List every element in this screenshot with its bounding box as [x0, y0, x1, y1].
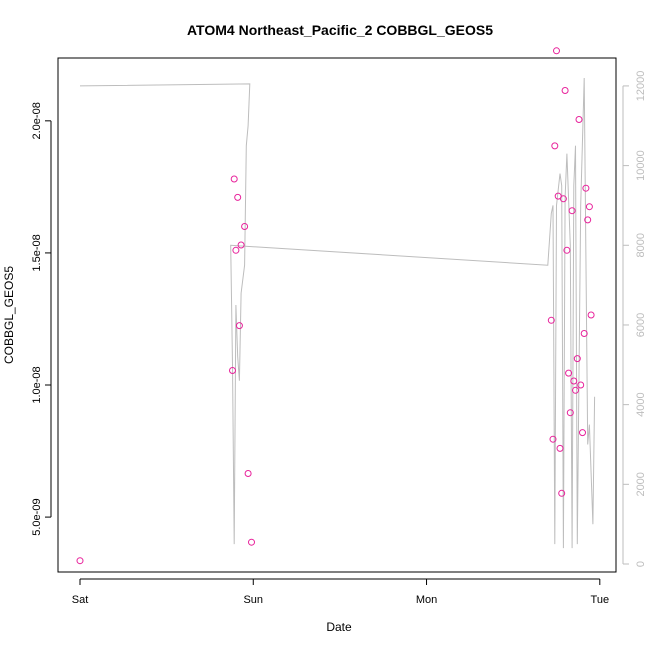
data-point — [235, 322, 243, 330]
y-right-tick-label: 10000 — [635, 150, 647, 181]
data-point — [556, 444, 564, 452]
data-point — [248, 538, 255, 546]
y-left-tick-label: 2.0e-08 — [31, 102, 43, 139]
data-point — [580, 330, 588, 337]
y-right-tick-label: 2000 — [635, 472, 647, 496]
data-point — [585, 203, 593, 211]
data-point — [577, 381, 585, 389]
y-axis-left: 5.0e-09 1.0e-08 1.5e-08 2.0e-08 — [31, 102, 52, 536]
data-point — [549, 435, 557, 443]
data-point — [563, 246, 571, 254]
chart-title: ATOM4 Northeast_Pacific_2 COBBGL_GEOS5 — [187, 22, 493, 38]
y-right-tick-label: 0 — [635, 561, 647, 567]
data-point — [547, 316, 555, 324]
y-right-tick-label: 6000 — [635, 313, 647, 337]
data-point — [584, 216, 592, 224]
data-point — [587, 311, 595, 319]
x-axis-label: Date — [326, 620, 352, 634]
altitude-line-layer — [79, 77, 596, 549]
data-point — [572, 386, 579, 394]
data-point — [568, 207, 576, 215]
points-layer — [76, 47, 595, 565]
y-left-tick-label: 1.5e-08 — [31, 234, 43, 271]
data-point — [551, 142, 559, 150]
x-tick-label: Mon — [416, 594, 437, 606]
data-point — [237, 241, 245, 249]
data-point — [76, 557, 84, 565]
data-point — [553, 47, 560, 55]
data-point — [566, 409, 574, 417]
data-point — [565, 369, 573, 377]
y-axis-label: COBBGL_GEOS5 — [2, 266, 16, 364]
data-point — [244, 470, 252, 477]
plot-frame — [57, 57, 617, 573]
x-tick-label: Sun — [243, 594, 263, 606]
x-axis: Sat Sun Mon Tue — [72, 578, 610, 606]
x-tick-label: Tue — [591, 594, 610, 606]
data-point — [234, 193, 242, 201]
y-axis-right: 0 2000 4000 6000 8000 10000 12000 — [622, 71, 647, 567]
data-point — [558, 489, 566, 497]
y-right-tick-label: 8000 — [635, 233, 647, 257]
data-point — [579, 429, 586, 437]
y-right-tick-label: 12000 — [635, 71, 647, 102]
altitude-line — [79, 77, 596, 549]
data-point — [241, 223, 249, 230]
y-left-tick-label: 5.0e-09 — [31, 498, 43, 535]
y-right-tick-label: 4000 — [635, 392, 647, 416]
data-point — [230, 175, 238, 183]
y-left-tick-label: 1.0e-08 — [31, 366, 43, 403]
data-point — [561, 87, 569, 94]
data-point — [229, 367, 236, 374]
data-point — [582, 184, 590, 192]
data-point — [573, 355, 581, 363]
data-point — [575, 116, 583, 123]
data-point — [570, 377, 578, 385]
data-point — [232, 246, 240, 254]
data-point — [559, 195, 567, 203]
x-tick-label: Sat — [72, 594, 89, 606]
